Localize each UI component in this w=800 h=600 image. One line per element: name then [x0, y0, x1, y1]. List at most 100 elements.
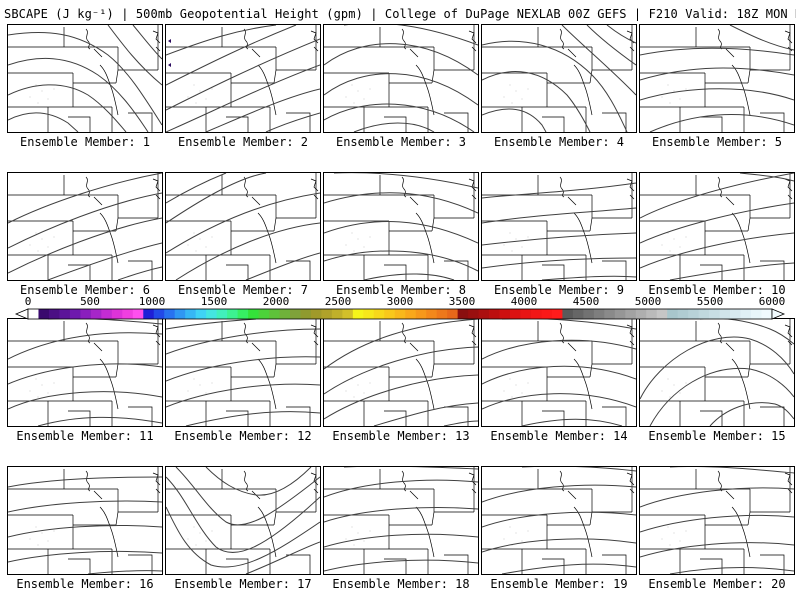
station-dot — [667, 232, 669, 234]
station-dot — [667, 526, 669, 528]
boundary-line — [257, 506, 277, 558]
contour-line — [107, 25, 162, 86]
boundary-line — [626, 472, 635, 486]
station-dot — [363, 98, 365, 100]
boundary-line — [286, 406, 311, 426]
contour-line — [166, 64, 320, 132]
station-dot — [673, 384, 675, 386]
colorbar-segment — [248, 309, 259, 319]
contour-line — [640, 487, 794, 508]
map-svg — [8, 173, 162, 280]
station-dot — [503, 538, 505, 540]
boundary-line — [602, 260, 627, 280]
colorbar-segment — [405, 309, 417, 319]
boundary-line — [155, 46, 161, 52]
boundary-line — [273, 511, 277, 526]
contour-line — [8, 524, 162, 538]
colorbar-tick-label: 0 — [24, 295, 32, 308]
state-boundaries — [482, 173, 635, 280]
colorbar-segment — [698, 309, 710, 319]
station-dot — [685, 236, 687, 238]
panel-label: Ensemble Member: 6 — [19, 283, 151, 297]
panel-label: Ensemble Member: 5 — [651, 135, 783, 149]
contour-line — [87, 570, 162, 574]
ensemble-panel-2: Ensemble Member: 2 — [165, 24, 321, 156]
boundary-line — [602, 406, 627, 426]
contour-line — [700, 319, 794, 345]
panel-label: Ensemble Member: 7 — [177, 283, 309, 297]
contour-line — [166, 319, 257, 330]
boundary-line — [784, 30, 793, 44]
colorbar-segment — [719, 309, 731, 319]
station-dot — [527, 88, 529, 90]
colorbar-segment — [101, 309, 113, 319]
colorbar-segment — [164, 309, 176, 319]
state-boundaries — [640, 173, 793, 280]
map-svg — [8, 25, 162, 132]
colorbar-segment — [111, 309, 123, 319]
state-boundaries — [482, 319, 635, 426]
height-contours — [324, 319, 478, 426]
boundary-line — [286, 554, 311, 574]
contour-line — [324, 192, 478, 214]
colorbar-tick-label: 5500 — [696, 295, 724, 308]
boundary-line — [700, 558, 723, 574]
boundary-line — [784, 472, 793, 486]
station-dot — [369, 382, 371, 384]
station-dots — [661, 526, 687, 546]
boundary-line — [760, 260, 785, 280]
colorbar-segment — [520, 309, 532, 319]
boundary-line — [629, 488, 635, 494]
map-svg — [640, 173, 794, 280]
station-dot — [187, 538, 189, 540]
map-frame — [7, 172, 163, 281]
boundary-line — [431, 363, 435, 378]
boundary-line — [471, 488, 477, 494]
contour-line — [166, 476, 320, 554]
panel-label: Ensemble Member: 11 — [16, 429, 154, 443]
boundary-line — [760, 554, 785, 574]
contour-line — [482, 339, 636, 360]
station-dots — [29, 232, 55, 252]
boundary-line — [152, 30, 161, 44]
colorbar-segment — [426, 309, 438, 319]
boundary-line — [313, 488, 319, 494]
colorbar-segment — [761, 309, 773, 319]
boundary-line — [251, 48, 261, 58]
boundary-line — [243, 322, 249, 344]
contour-line — [669, 566, 794, 574]
station-dot — [521, 246, 523, 248]
boundary-line — [559, 28, 565, 50]
map-svg — [166, 319, 320, 426]
colorbar-tick-label: 6000 — [758, 295, 786, 308]
contour-line — [640, 47, 794, 56]
boundary-line — [251, 196, 261, 206]
boundary-line — [559, 470, 565, 492]
boundary-line — [471, 194, 477, 200]
contour-line — [324, 533, 478, 548]
state-boundaries — [640, 319, 793, 426]
colorbar-segment — [688, 309, 700, 319]
station-dots — [503, 378, 529, 398]
station-dot — [503, 244, 505, 246]
station-dot — [41, 238, 43, 240]
colorbar-segment — [331, 309, 343, 319]
colorbar-segment — [69, 309, 81, 319]
panel-label: Ensemble Member: 15 — [648, 429, 786, 443]
station-dots — [187, 232, 213, 252]
station-dot — [35, 232, 37, 234]
ensemble-panel-16: Ensemble Member: 16 — [7, 466, 163, 598]
contour-line — [670, 467, 794, 474]
state-boundaries — [166, 467, 319, 574]
boundary-line — [542, 558, 565, 574]
station-dot — [661, 96, 663, 98]
contour-line — [649, 367, 794, 426]
state-boundaries — [482, 25, 635, 132]
boundary-line — [401, 322, 407, 344]
height-contours — [166, 467, 320, 574]
station-dot — [351, 526, 353, 528]
station-dot — [211, 382, 213, 384]
boundary-line — [128, 260, 153, 280]
state-boundaries — [166, 25, 319, 132]
height-contours — [640, 319, 794, 426]
